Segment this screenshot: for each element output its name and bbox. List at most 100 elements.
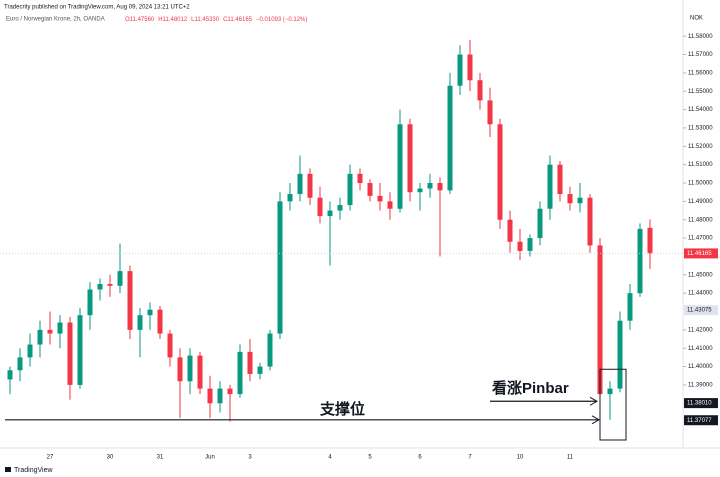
candle-body	[457, 54, 463, 86]
y-tick-label: 11.53000	[688, 126, 713, 132]
candle-body	[47, 329, 53, 334]
price-marker-label: 11.43075	[687, 308, 712, 314]
candle-body	[487, 100, 493, 125]
price-marker	[684, 305, 718, 316]
candle-body	[137, 315, 143, 330]
x-tick-label: 31	[157, 455, 164, 461]
candle-body	[497, 124, 503, 220]
candle-body	[427, 183, 433, 189]
candle-body	[87, 289, 93, 316]
candle-body	[207, 388, 213, 404]
candle-body	[627, 293, 633, 321]
candle-body	[507, 219, 513, 242]
candle-body	[217, 388, 223, 404]
ohlc-value: O11.47560	[125, 17, 155, 23]
x-tick-label: 10	[517, 455, 524, 461]
candle-body	[567, 194, 573, 204]
currency: NOK	[690, 16, 703, 22]
price-marker-label: 11.46165	[687, 251, 712, 257]
ohlc-value: L11.45330	[191, 17, 220, 23]
candle-body	[597, 245, 603, 395]
candle-body	[437, 183, 443, 191]
y-tick-label: 11.41000	[688, 346, 713, 352]
y-tick-label: 11.51000	[688, 162, 713, 168]
candle-body	[197, 355, 203, 389]
y-tick-label: 11.55000	[688, 89, 713, 95]
candle-body	[467, 54, 473, 81]
candle-body	[607, 388, 613, 395]
candle-body	[547, 164, 553, 209]
x-tick-label: 7	[468, 455, 472, 461]
price-marker	[684, 398, 718, 409]
candle-body	[327, 210, 333, 217]
candle-body	[37, 329, 43, 345]
price-marker	[684, 248, 718, 259]
x-tick-label: 27	[47, 455, 54, 461]
candle-body	[267, 333, 273, 367]
price-marker	[684, 415, 718, 426]
candle-body	[307, 173, 313, 198]
brand: TradingView	[14, 467, 53, 474]
y-tick-label: 11.56000	[688, 70, 713, 76]
candle-body	[177, 357, 183, 382]
candle-body	[407, 124, 413, 193]
y-tick-label: 11.45000	[688, 272, 713, 278]
candle-body	[147, 309, 153, 316]
candle-body	[517, 241, 523, 251]
candle-body	[117, 271, 123, 286]
candle-body	[277, 201, 283, 334]
candle-body	[237, 351, 243, 395]
y-tick-label: 11.48000	[688, 217, 713, 223]
pinbar-arrow-head	[589, 396, 599, 406]
candle-body	[647, 227, 653, 254]
chart-title: Euro / Norwegian Krone, 2h, OANDA	[6, 17, 105, 23]
y-tick-label: 11.50000	[688, 181, 713, 187]
candle-body	[27, 344, 33, 358]
candle-body	[617, 320, 623, 389]
ohlc-value: C11.46165	[223, 17, 253, 23]
support-label: 支撑位	[319, 400, 365, 418]
x-tick-label: 11	[567, 455, 574, 461]
candle-body	[167, 333, 173, 358]
candle-body	[637, 228, 643, 294]
candle-body	[187, 355, 193, 382]
y-tick-label: 11.57000	[688, 52, 713, 58]
candle-body	[527, 238, 533, 251]
ohlc-text: O11.47560 H11.48012 L11.45330 C11.46165 −0.0…	[125, 17, 307, 23]
ohlc-value: −0.01093 (−0.12%)	[256, 17, 307, 23]
candle-body	[367, 183, 373, 196]
candle-body	[157, 309, 163, 334]
candle-body	[337, 205, 343, 211]
candle-body	[357, 173, 363, 184]
x-tick-label: 5	[368, 455, 372, 461]
candle-body	[257, 366, 263, 374]
candle-body	[317, 197, 323, 217]
candle-body	[287, 194, 293, 202]
price-marker-label: 11.38010	[687, 401, 712, 407]
publisher: Tradecrity published on TradingView.com,…	[4, 5, 190, 11]
pinbar-box	[599, 368, 627, 441]
candle-body	[7, 370, 13, 380]
candle-body	[377, 195, 383, 202]
y-tick-label: 11.47000	[688, 236, 713, 242]
candle-body	[57, 322, 63, 334]
candle-body	[477, 80, 483, 101]
ohlc-value: H11.48012	[158, 17, 188, 23]
y-tick-label: 11.40000	[688, 364, 713, 370]
x-tick-label: 3	[248, 455, 252, 461]
candle-body	[397, 124, 403, 209]
price-marker-label: 11.37077	[687, 418, 712, 424]
candle-body	[67, 322, 73, 385]
y-tick-label: 11.54000	[688, 107, 713, 113]
candle-body	[347, 173, 353, 206]
candle-body	[587, 197, 593, 246]
candle-body	[577, 197, 583, 204]
x-tick-label: 6	[418, 455, 422, 461]
candle-body	[77, 315, 83, 385]
y-tick-label: 11.42000	[688, 327, 713, 333]
candle-body	[97, 283, 103, 290]
candle-body	[297, 173, 303, 195]
candle-body	[127, 271, 133, 330]
candle-body	[107, 283, 113, 286]
